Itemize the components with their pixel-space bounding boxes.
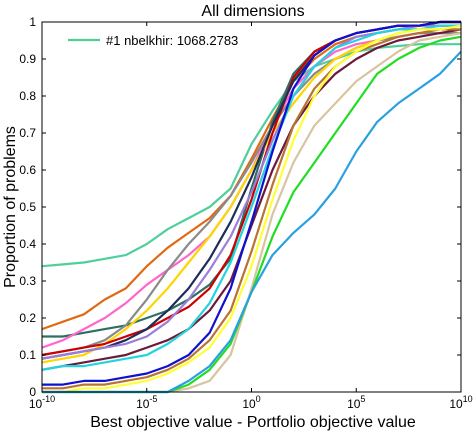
x-tick-exponent: 0	[256, 394, 261, 404]
series-line-10	[41, 28, 462, 371]
series-line-15	[42, 32, 462, 394]
x-tick-base: 10	[136, 397, 150, 411]
y-axis-label: Proportion of problems	[2, 126, 19, 288]
x-tick-exponent: 10	[463, 394, 473, 404]
x-tick-label: 10-10	[29, 394, 55, 411]
y-tick-label: 0.3	[19, 274, 36, 288]
y-tick-label: 0.1	[19, 348, 36, 362]
x-tick-exponent: 5	[360, 394, 365, 404]
y-tick-label: 0	[29, 385, 36, 399]
y-tick-label: 0.5	[19, 200, 36, 214]
x-tick-exponent: -5	[149, 394, 157, 404]
series-line-13	[42, 28, 461, 390]
x-axis-label: Best objective value - Portfolio objecti…	[90, 414, 416, 431]
legend-entry: #1 nbelkhir: 1068.2783	[106, 33, 238, 48]
series-line-16	[42, 35, 462, 394]
x-tick-base: 10	[242, 397, 256, 411]
x-tick-label: 100	[242, 394, 260, 411]
y-axis: 0 0.1 0.2 0.3 0.4 0.5 0.6 0.7 0.8 0.9 1	[19, 15, 461, 399]
x-tick-label: 1010	[449, 394, 472, 411]
x-axis: 10-10 10-5 100 105 1010	[29, 22, 473, 411]
plot-lines	[41, 20, 462, 394]
y-tick-label: 0.6	[19, 163, 36, 177]
y-tick-label: 0.8	[19, 89, 36, 103]
x-tick-base: 10	[347, 397, 361, 411]
y-tick-label: 0.4	[19, 237, 36, 251]
series-line-14	[42, 24, 462, 394]
y-tick-label: 0.7	[19, 126, 36, 140]
series-line-9	[41, 24, 461, 360]
legend: #1 nbelkhir: 1068.2783	[68, 33, 238, 48]
series-line-12	[42, 20, 461, 386]
series-line-11	[41, 24, 461, 371]
x-tick-base: 10	[29, 397, 43, 411]
y-tick-label: 0.2	[19, 311, 36, 325]
chart-title: All dimensions	[201, 3, 304, 20]
series-line-1	[41, 43, 461, 268]
y-tick-label: 0.9	[19, 52, 36, 66]
y-tick-label: 1	[29, 15, 36, 29]
x-tick-base: 10	[449, 397, 463, 411]
x-tick-exponent: -10	[42, 394, 55, 404]
x-tick-label: 10-5	[136, 394, 157, 411]
x-tick-label: 105	[347, 394, 365, 411]
series-line-5	[41, 31, 461, 357]
